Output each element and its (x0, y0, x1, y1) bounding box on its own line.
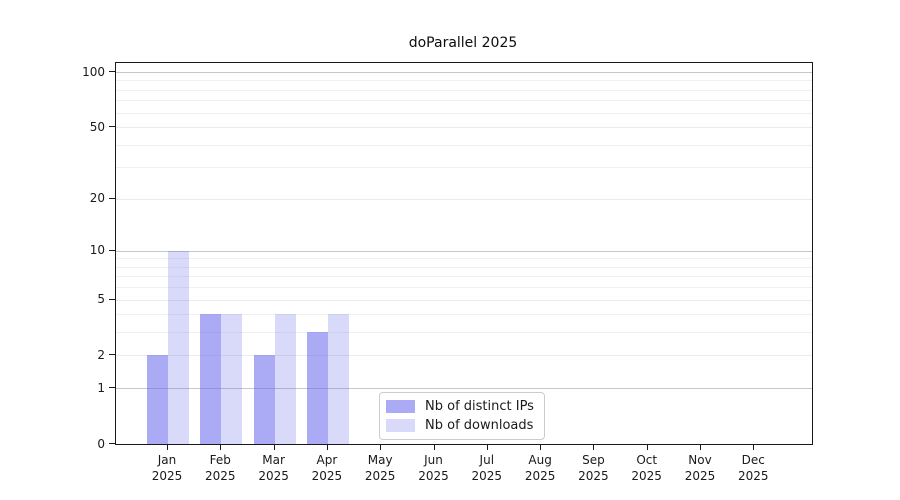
y-tick-label: 10 (89, 243, 105, 258)
y-tick-label: 0 (97, 436, 105, 451)
x-tick-label: Oct 2025 (617, 452, 677, 484)
y-tick-label: 50 (89, 119, 105, 134)
x-tick-label: May 2025 (350, 452, 410, 484)
x-tick-mark (486, 444, 488, 450)
x-tick-label: Sep 2025 (563, 452, 623, 484)
x-tick-label: Jun 2025 (404, 452, 464, 484)
legend-label-distinct-ips: Nb of distinct IPs (425, 399, 534, 414)
bar-downloads (168, 250, 189, 444)
gridline-minor (116, 276, 812, 278)
gridline-decade (116, 72, 812, 73)
x-tick-mark (540, 444, 542, 450)
chart-title: doParallel 2025 (408, 35, 518, 51)
x-tick-mark (700, 444, 701, 450)
y-tick-mark (109, 354, 115, 356)
x-tick-year: 2025 (151, 469, 183, 483)
x-tick-label: Feb 2025 (190, 452, 250, 484)
x-tick-year: 2025 (684, 469, 716, 483)
gridline-minor (116, 266, 812, 268)
x-tick-year: 2025 (258, 469, 289, 483)
y-tick-mark (109, 126, 115, 128)
gridline-minor (116, 332, 812, 334)
gridline-minor (116, 100, 812, 102)
bar-distinct-ips (253, 355, 275, 444)
bar-downloads (274, 314, 296, 444)
gridline-minor (116, 258, 812, 260)
x-tick-year: 2025 (418, 469, 449, 483)
x-tick-label: Jul 2025 (457, 452, 517, 484)
x-tick-label: Apr 2025 (297, 452, 357, 484)
x-tick-year: 2025 (311, 469, 343, 483)
x-tick-year: 2025 (364, 469, 396, 483)
x-tick-year: 2025 (738, 469, 769, 483)
legend: Nb of distinct IPs Nb of downloads (379, 392, 545, 440)
x-tick-mark (220, 444, 222, 450)
plot-area (115, 62, 813, 445)
x-tick-label: Nov 2025 (670, 452, 730, 484)
bar-distinct-ips (200, 314, 222, 444)
y-tick-mark (109, 298, 115, 300)
gridline-minor (116, 80, 812, 82)
legend-label-downloads: Nb of downloads (425, 418, 534, 433)
y-tick-mark (109, 443, 115, 444)
x-tick-mark (593, 444, 595, 450)
y-tick-mark (109, 387, 115, 389)
x-tick-mark (380, 444, 382, 450)
bar-distinct-ips (147, 355, 168, 444)
x-tick-year: 2025 (205, 469, 236, 483)
x-tick-year: 2025 (471, 469, 503, 483)
bar-downloads (327, 314, 349, 444)
y-tick-label: 5 (97, 292, 105, 307)
x-tick-year: 2025 (524, 469, 556, 483)
y-tick-mark (109, 249, 115, 251)
y-tick-label: 20 (89, 191, 105, 206)
x-tick-label: Mar 2025 (244, 452, 304, 484)
legend-swatch-distinct-ips-icon (386, 400, 415, 413)
y-tick-mark (109, 71, 115, 72)
gridline-major (116, 299, 812, 301)
gridline-minor (116, 167, 812, 169)
x-tick-mark (273, 444, 275, 450)
gridline-minor (116, 144, 812, 146)
x-tick-mark (753, 444, 755, 450)
gridline-major (116, 198, 812, 200)
gridline-minor (116, 112, 812, 114)
gridline-minor (116, 89, 812, 91)
x-tick-mark (646, 444, 648, 450)
y-tick-mark (109, 197, 115, 199)
legend-row-distinct-ips: Nb of distinct IPs (386, 399, 534, 414)
bar-downloads (221, 314, 243, 444)
x-tick-label: Dec 2025 (723, 452, 783, 484)
gridline-decade (116, 388, 812, 390)
gridline-minor (116, 314, 812, 316)
gridline-major (116, 355, 812, 357)
x-tick-year: 2025 (631, 469, 662, 483)
y-tick-label: 100 (82, 64, 105, 79)
legend-swatch-downloads-icon (386, 419, 415, 432)
gridline-minor (116, 287, 812, 289)
x-tick-mark (433, 444, 435, 450)
x-tick-year: 2025 (578, 469, 609, 483)
gridline-major (116, 127, 812, 129)
x-tick-label: Aug 2025 (510, 452, 570, 484)
x-tick-mark (326, 444, 328, 450)
y-tick-label: 2 (97, 347, 105, 362)
bar-distinct-ips (306, 332, 328, 444)
y-tick-label: 1 (97, 380, 105, 395)
legend-row-downloads: Nb of downloads (386, 418, 534, 433)
gridline-decade (116, 250, 812, 252)
x-tick-mark (167, 444, 168, 450)
x-tick-label: Jan 2025 (137, 452, 197, 484)
